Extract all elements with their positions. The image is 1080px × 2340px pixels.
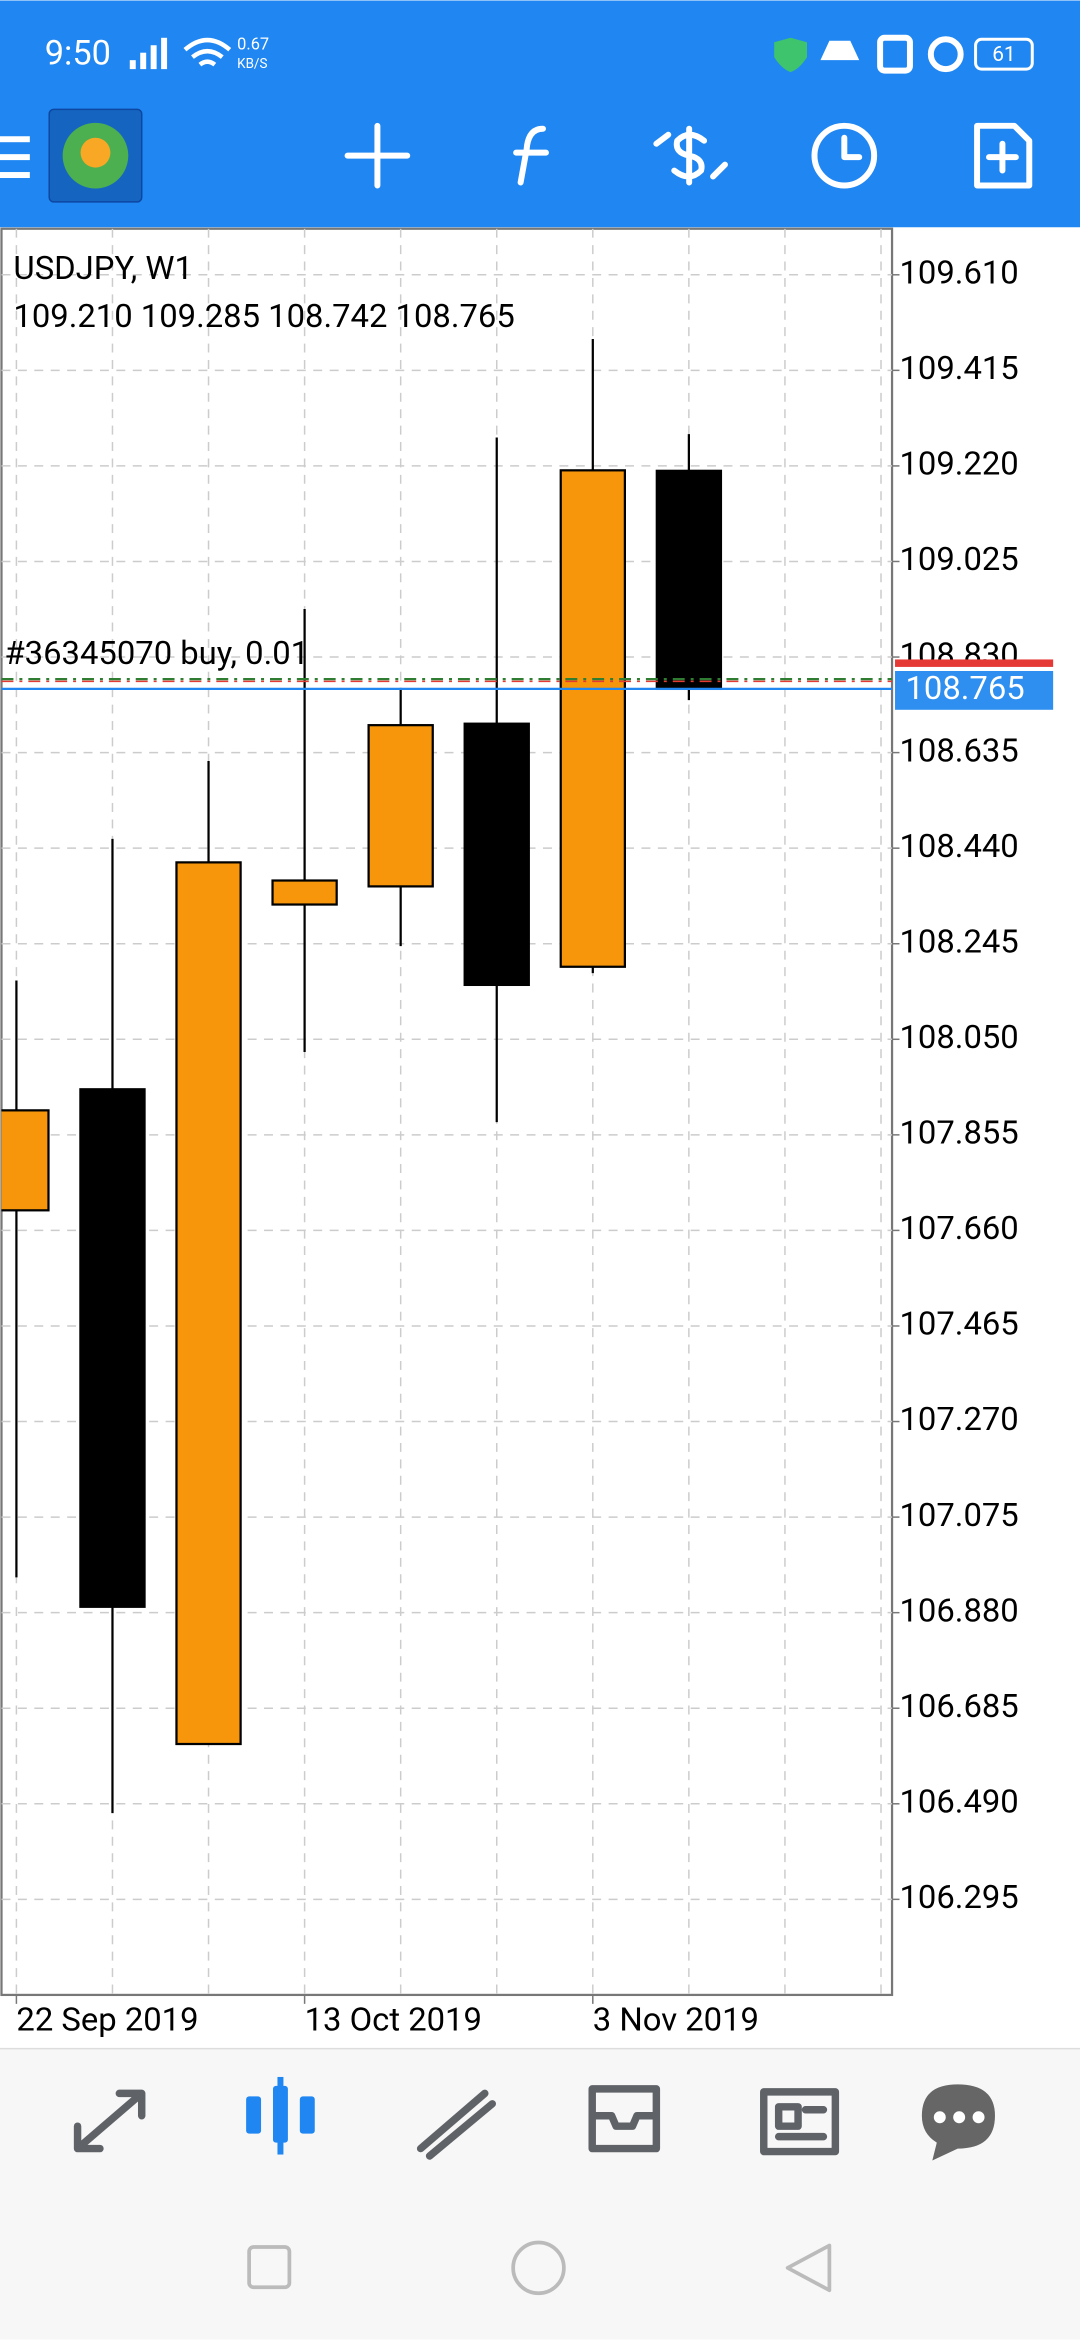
candle-body (463, 722, 530, 987)
candle-body (559, 469, 626, 968)
y-tick-label: 109.610 (900, 254, 1019, 292)
signal-icon (129, 37, 168, 70)
y-tick-label: 108.635 (900, 732, 1019, 770)
chart-title: USDJPY, W1 (13, 250, 193, 288)
new-order-button[interactable] (974, 122, 1033, 189)
y-tick-label: 106.880 (900, 1592, 1019, 1630)
chart-subtitle: 109.210 109.285 108.742 108.765 (13, 298, 514, 336)
candle-body (79, 1088, 146, 1608)
candle-body (175, 861, 242, 1746)
price-tag-label: 108.765 (905, 670, 1024, 708)
price-axis: 109.610 109.415 109.220 109.025 108.830 108.6… (892, 254, 1054, 1917)
recents-button[interactable] (247, 2245, 292, 2290)
y-tick-label: 106.295 (900, 1879, 1019, 1917)
chart-frame (0, 227, 894, 1997)
candle-body (1, 1109, 50, 1212)
indicators-button[interactable] (513, 125, 549, 186)
bottom-bar (0, 2048, 1080, 2340)
x-tick-label: 22 Sep 2019 (16, 2001, 198, 2039)
y-tick-label: 107.660 (900, 1210, 1019, 1248)
vibrate-icon (877, 34, 913, 74)
game-icon (820, 40, 860, 61)
wifi-icon (183, 37, 232, 67)
menu-button[interactable] (0, 136, 30, 179)
candle-body (655, 469, 723, 691)
y-tick-label: 106.685 (900, 1688, 1019, 1726)
y-tick-label: 109.415 (900, 350, 1019, 388)
y-tick-label: 108.830 (900, 637, 1019, 675)
period-button[interactable] (811, 122, 878, 189)
y-tick-label: 106.490 (900, 1783, 1019, 1821)
plot-area (1, 228, 893, 1995)
trade-tab[interactable] (416, 2089, 496, 2160)
alarm-icon (927, 36, 964, 73)
y-tick-label: 108.050 (900, 1019, 1019, 1057)
ask-marker (895, 659, 1054, 667)
chat-dots (933, 2111, 985, 2124)
quotes-tab[interactable] (73, 2089, 146, 2153)
back-button[interactable] (785, 2243, 832, 2293)
app-bar (0, 0, 1080, 228)
y-tick-label: 109.025 (900, 541, 1019, 579)
net-speed: 0.67 (237, 36, 269, 55)
y-tick-label: 108.440 (900, 828, 1019, 866)
order-label: #36345070 buy, 0.01 (4, 635, 309, 673)
security-icon (774, 37, 808, 73)
price-tag (895, 670, 1054, 710)
battery-level: 61 (992, 43, 1015, 67)
y-tick-label: 107.855 (900, 1115, 1019, 1153)
chart-tab[interactable] (246, 2076, 315, 2155)
history-tab[interactable] (588, 2085, 661, 2153)
net-unit: KB/S (237, 57, 267, 72)
trade-button[interactable] (653, 125, 728, 186)
candle-body (367, 724, 434, 888)
y-tick-label: 107.465 (900, 1306, 1019, 1344)
y-tick-label: 107.075 (900, 1497, 1019, 1535)
crosshair-button[interactable] (344, 122, 411, 189)
home-button[interactable] (511, 2240, 566, 2296)
status-time: 9:50 (45, 34, 111, 74)
x-tick-label: 13 Oct 2019 (305, 2001, 482, 2039)
y-tick-label: 108.245 (900, 923, 1019, 961)
candle-body (271, 879, 338, 906)
logo-badge (80, 137, 111, 168)
battery-icon (974, 37, 1034, 71)
clock-hands (841, 134, 863, 161)
y-tick-label: 109.220 (900, 446, 1019, 484)
y-tick-label: 107.270 (900, 1401, 1019, 1439)
news-tab[interactable] (760, 2088, 840, 2156)
x-tick-label: 3 Nov 2019 (593, 2001, 759, 2039)
